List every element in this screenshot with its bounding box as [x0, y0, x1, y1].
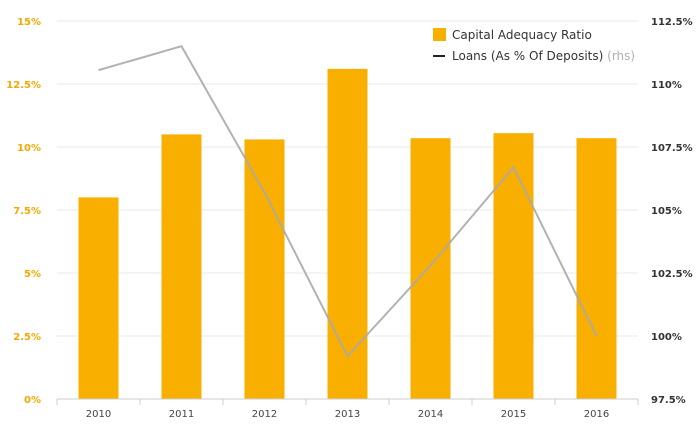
y-left-tick-label: 7.5%: [13, 206, 41, 217]
y-right-tick-label: 102.5%: [651, 269, 693, 280]
bar-series: [78, 68, 617, 399]
y-left-tick-label: 5%: [24, 269, 41, 280]
y-right-tick-label: 97.5%: [651, 395, 686, 406]
bar: [576, 138, 617, 399]
legend-swatch-bar: [433, 28, 446, 41]
bar: [78, 197, 119, 399]
x-tick-label: 2012: [252, 409, 277, 420]
series-line: [98, 45, 598, 358]
x-tick-label: 2013: [335, 409, 360, 420]
legend: Capital Adequacy Ratio Loans (As % Of De…: [433, 28, 635, 63]
bar: [161, 134, 202, 399]
legend-swatch-line: [433, 55, 445, 57]
legend-label-line: Loans (As % Of Deposits) (rhs): [452, 49, 635, 63]
legend-label-line-name: Loans (As % Of Deposits): [452, 49, 603, 63]
y-axis-left: 0% 2.5% 5% 7.5% 10% 12.5% 15%: [6, 17, 41, 406]
y-axis-right: 97.5% 100% 102.5% 105% 107.5% 110% 112.5%: [651, 17, 693, 406]
x-tick-label: 2016: [584, 409, 609, 420]
y-right-tick-label: 112.5%: [651, 17, 693, 28]
line-series: [98, 45, 598, 358]
y-right-tick-label: 110%: [651, 80, 682, 91]
legend-label-bar: Capital Adequacy Ratio: [452, 28, 592, 42]
bar: [244, 139, 285, 399]
y-right-tick-label: 105%: [651, 206, 682, 217]
x-tick-label: 2014: [418, 409, 443, 420]
y-left-tick-label: 10%: [17, 143, 41, 154]
bar: [327, 68, 368, 399]
y-left-tick-label: 0%: [24, 395, 41, 406]
x-tick-label: 2015: [501, 409, 526, 420]
y-left-tick-label: 15%: [17, 17, 41, 28]
y-right-tick-label: 107.5%: [651, 143, 693, 154]
y-right-tick-label: 100%: [651, 332, 682, 343]
y-left-tick-label: 2.5%: [13, 332, 41, 343]
bar: [410, 138, 451, 399]
x-axis: 2010 2011 2012 2013 2014 2015 2016: [56, 398, 639, 420]
bar: [493, 133, 534, 399]
y-left-tick-label: 12.5%: [6, 80, 41, 91]
x-tick-label: 2011: [169, 409, 194, 420]
legend-label-line-suffix: (rhs): [607, 49, 635, 63]
x-tick-label: 2010: [86, 409, 111, 420]
